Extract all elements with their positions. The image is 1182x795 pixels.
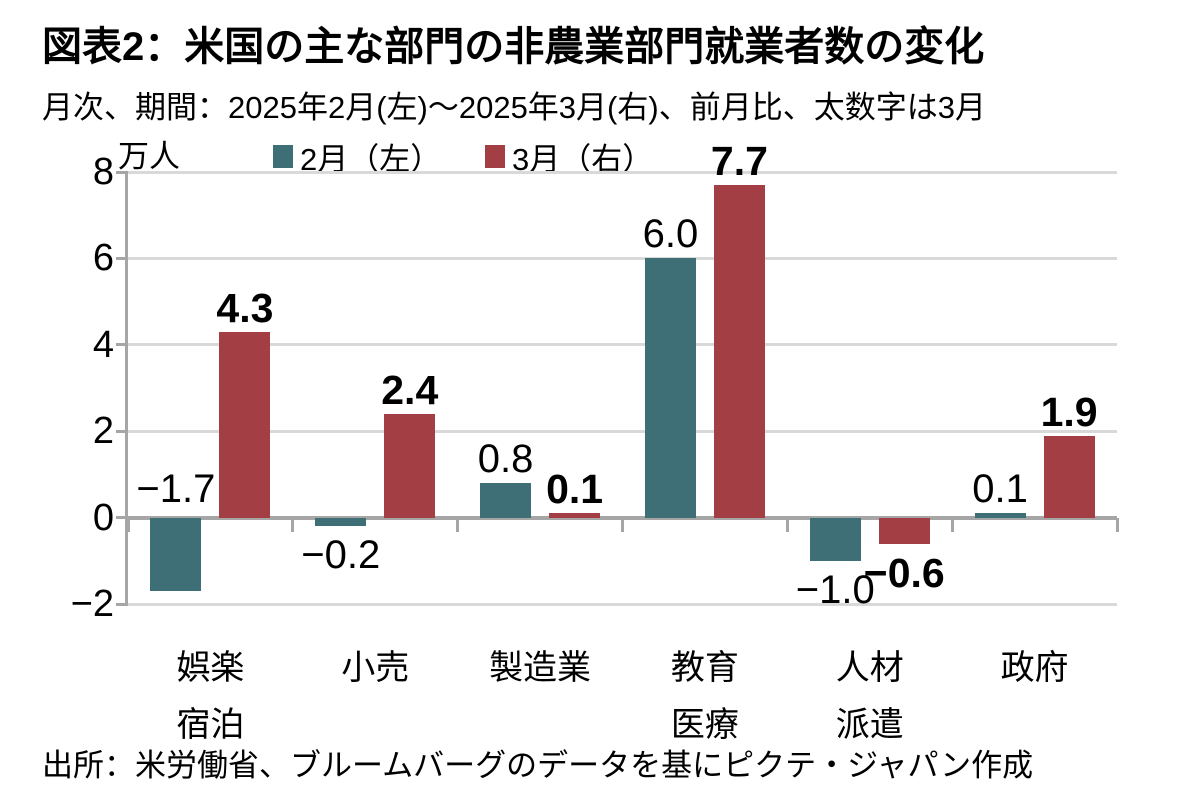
data-label-kouri-feb: −0.2	[301, 533, 381, 578]
category-label-seizougyou: 製造業	[458, 640, 623, 697]
category-label-line: 教育	[670, 649, 739, 687]
bar-seifu-feb	[974, 513, 1026, 518]
bar-seizougyou-mar	[549, 513, 601, 518]
y-axis-tick-label-8: 8	[92, 151, 114, 193]
y-axis-tick-label-4: 4	[92, 323, 114, 366]
y-axis-unit-label: 万人	[118, 139, 180, 174]
february-legend-swatch-icon	[273, 145, 293, 168]
chart-title: 図表2：米国の主な部門の非農業部門就業者数の変化	[42, 25, 985, 69]
y-axis-line	[125, 172, 128, 604]
gridline-4	[128, 343, 1117, 347]
march-legend-swatch-icon	[485, 145, 505, 168]
bar-kouri-mar	[384, 413, 436, 518]
bar-goraku-shukuhaku-feb	[150, 517, 202, 592]
x-axis-tick-4	[785, 517, 789, 532]
bar-jinzai-haken-feb	[809, 517, 861, 561]
y-axis-tick-label-0: 0	[92, 496, 114, 539]
bar-seizougyou-feb	[480, 483, 532, 518]
x-axis-tick-2	[456, 517, 460, 532]
y-axis-tick-label-2: 2	[92, 410, 114, 453]
data-label-seifu-feb: 0.1	[972, 467, 1028, 512]
y-axis-tick-0	[116, 516, 128, 520]
category-label-line: 政府	[1000, 649, 1069, 687]
data-label-goraku-shukuhaku-feb: −1.7	[136, 466, 216, 511]
gridline-6	[128, 256, 1117, 260]
x-axis-tick-6	[1115, 517, 1119, 532]
category-label-seifu: 政府	[952, 640, 1117, 697]
y-axis-tick-6	[116, 256, 128, 260]
category-label-line: 製造業	[489, 649, 592, 687]
y-axis-tick-2	[116, 429, 128, 433]
x-axis-tick-1	[291, 517, 295, 532]
y-axis-tick-4	[116, 343, 128, 347]
bar-seifu-mar	[1043, 435, 1095, 518]
gridline--2	[128, 602, 1117, 606]
data-label-seizougyou-mar: 0.1	[546, 466, 604, 513]
category-label-kouri: 小売	[293, 640, 458, 697]
gridline-8	[128, 170, 1117, 174]
y-axis-tick-8	[116, 170, 128, 174]
category-label-jinzai-haken: 人材 派遣	[787, 640, 952, 754]
category-label-line: 宿泊	[176, 706, 245, 744]
data-label-goraku-shukuhaku-mar: 4.3	[216, 284, 274, 331]
y-axis-tick-label--2: −2	[70, 583, 114, 625]
category-label-line: 娯楽	[176, 649, 245, 687]
category-label-line: 派遣	[835, 706, 904, 744]
data-label-seizougyou-feb: 0.8	[477, 437, 534, 482]
data-label-seifu-mar: 1.9	[1040, 388, 1098, 435]
x-axis-tick-0	[126, 517, 130, 532]
category-label-line: 医療	[670, 706, 739, 744]
data-label-jinzai-haken-feb: −1.0	[795, 567, 875, 612]
data-label-kyouiku-iryou-mar: 7.7	[710, 137, 768, 184]
x-axis-tick-5	[950, 517, 954, 532]
category-label-goraku-shukuhaku: 娯楽 宿泊	[128, 640, 293, 754]
data-label-kyouiku-iryou-feb: 6.0	[642, 212, 699, 257]
bar-goraku-shukuhaku-mar	[219, 331, 271, 518]
data-label-kouri-mar: 2.4	[381, 366, 439, 413]
data-label-jinzai-haken-mar: −0.6	[863, 549, 945, 596]
chart-subtitle: 月次、期間：2025年2月(左)～2025年3月(右)、前月比、太数字は3月	[42, 90, 986, 125]
x-axis-tick-3	[621, 517, 624, 532]
y-axis-tick-label-6: 6	[92, 237, 114, 280]
source-note: 出所：米労働省、ブルームバーグのデータを基にピクテ・ジャパン作成	[42, 748, 1034, 783]
bar-kyouiku-iryou-mar	[713, 184, 765, 518]
y-axis-tick--2	[116, 602, 128, 606]
category-label-line: 人材	[835, 649, 904, 687]
bar-kyouiku-iryou-feb	[644, 258, 696, 518]
bar-jinzai-haken-mar	[878, 517, 930, 544]
gridline-2	[128, 429, 1117, 433]
bar-kouri-feb	[315, 517, 367, 527]
category-label-kyouiku-iryou: 教育 医療	[623, 640, 788, 754]
category-label-line: 小売	[341, 649, 410, 687]
